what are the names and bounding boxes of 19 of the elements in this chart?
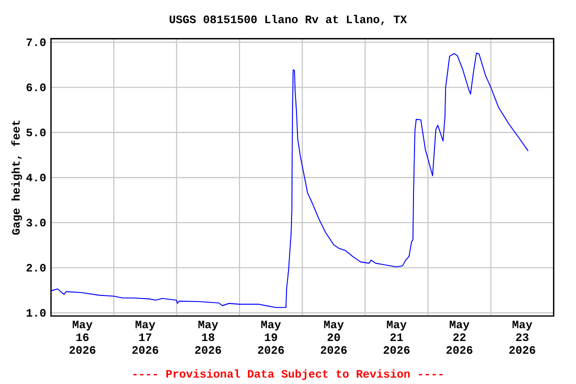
y-tick-label: 5.0: [26, 128, 46, 136]
x-tick-label: May 17 2026: [132, 320, 158, 354]
y-axis-title: Gage height, feet: [11, 120, 22, 235]
x-tick-label: May 16 2026: [70, 320, 96, 354]
y-tick-label: 1.0: [26, 308, 46, 316]
x-tick-label: May 23 2026: [509, 320, 536, 354]
x-tick-label: May 22 2026: [446, 320, 472, 354]
x-tick-label: May 21 2026: [384, 320, 410, 354]
y-tick-label: 4.0: [26, 174, 46, 182]
text: ---- Provisional Data Subject to Revision ----: [133, 369, 443, 380]
y-tick-label: 6.0: [26, 83, 46, 92]
y-tick-label: 2.0: [26, 264, 46, 272]
x-tick-label: May 20 2026: [320, 320, 347, 354]
x-tick-label: May 18 2026: [195, 320, 222, 354]
chart-title: USGS 08151500 Llano Rv at Llano, TX: [170, 14, 407, 25]
x-tick-label: May 19 2026: [258, 320, 284, 354]
y-tick-label: 7.0: [26, 38, 46, 46]
y-tick-label: 3.0: [26, 218, 46, 226]
line-series: [51, 52, 529, 308]
